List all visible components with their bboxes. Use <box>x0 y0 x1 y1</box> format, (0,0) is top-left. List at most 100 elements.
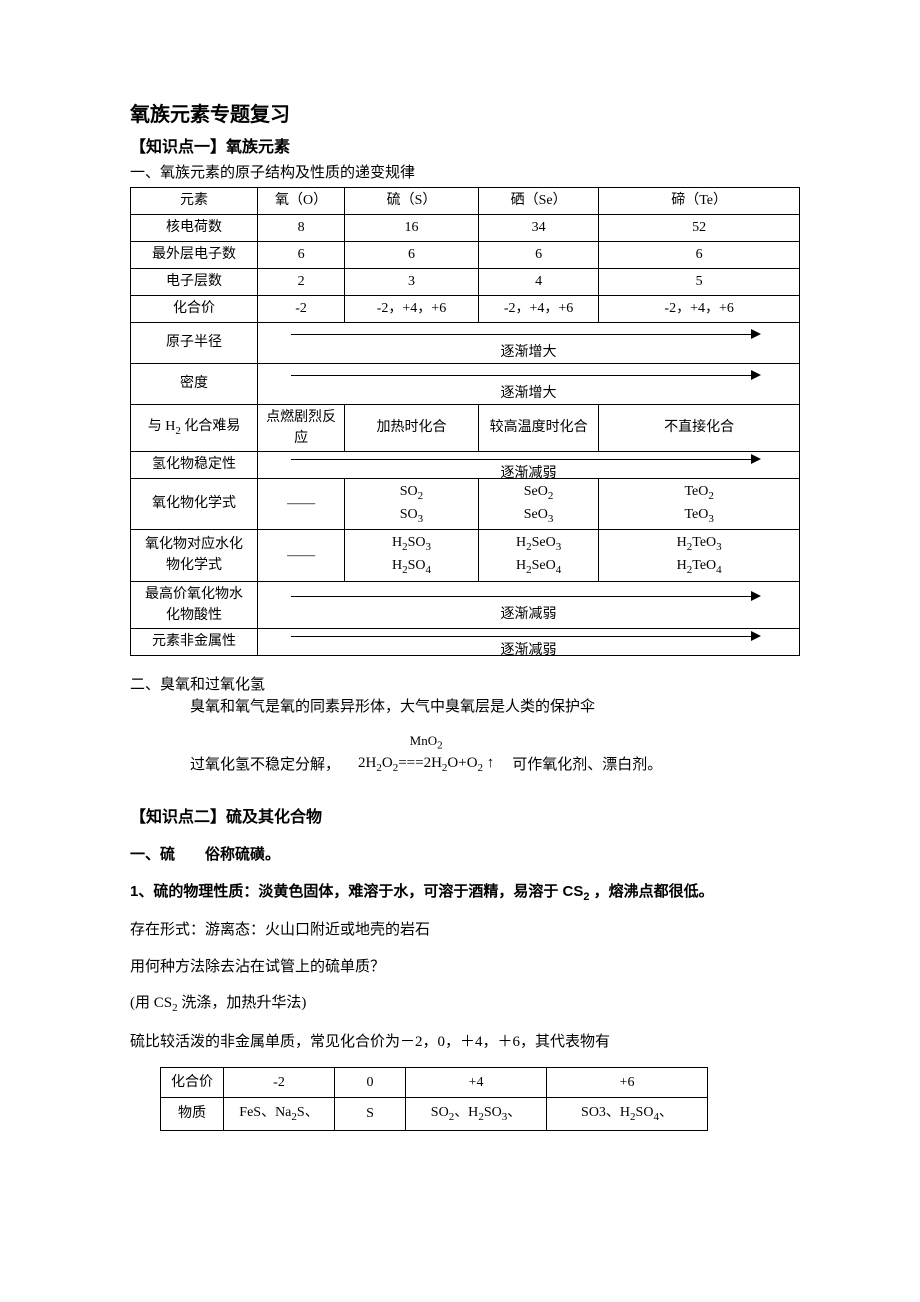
cell: 物质 <box>161 1098 224 1130</box>
cell: 4 <box>478 268 598 295</box>
trend-label: 逐渐减弱 <box>258 604 799 625</box>
trend-label: 逐渐减弱 <box>258 463 799 484</box>
trend-cell: 逐渐增大 <box>258 363 800 404</box>
trend-label: 逐渐增大 <box>258 342 799 363</box>
cell: H2SeO3H2SeO4 <box>478 530 598 582</box>
cell: 点燃剧烈反应 <box>258 404 345 451</box>
table-row: 密度 逐渐增大 <box>131 363 800 404</box>
arrow-head-icon <box>751 591 761 601</box>
cell: —— <box>258 478 345 530</box>
cell: 3 <box>345 268 479 295</box>
cell: -2，+4，+6 <box>478 295 598 322</box>
eq-left: 过氧化氢不稳定分解， <box>190 754 340 777</box>
cell: H2SO3H2SO4 <box>345 530 479 582</box>
arrow-line <box>291 596 756 597</box>
th-te: 碲（Te） <box>599 187 800 214</box>
cell: 化合价 <box>161 1068 224 1098</box>
cell: H2TeO3H2TeO4 <box>599 530 800 582</box>
table-row: 化合价 -2 0 +4 +6 <box>161 1068 708 1098</box>
arrow-head-icon <box>751 329 761 339</box>
table-row: 物质 FeS、Na2S、 S SO2、H2SO3、 SO3、H2SO4、 <box>161 1098 708 1130</box>
cell: 氧化物化学式 <box>131 478 258 530</box>
eq-main: 2H2O2===2H2O+O2 ↑ <box>358 752 494 777</box>
table-row: 核电荷数 8 16 34 52 <box>131 214 800 241</box>
cell: -2 <box>224 1068 335 1098</box>
cell: 核电荷数 <box>131 214 258 241</box>
cell: 6 <box>478 241 598 268</box>
cell: -2 <box>258 295 345 322</box>
cell: 化合价 <box>131 295 258 322</box>
cell: 最高价氧化物水化物酸性 <box>131 581 258 628</box>
trend-cell: 逐渐减弱 <box>258 581 800 628</box>
cell: 6 <box>599 241 800 268</box>
cell: SeO2SeO3 <box>478 478 598 530</box>
kp2-s2: 1、硫的物理性质：淡黄色固体，难溶于水，可溶于酒精，易溶于 CS2 ，熔沸点都很… <box>130 881 800 906</box>
cell: 元素非金属性 <box>131 628 258 655</box>
table-row: 氧化物对应水化物化学式 —— H2SO3H2SO4 H2SeO3H2SeO4 H… <box>131 530 800 582</box>
cell: +4 <box>406 1068 547 1098</box>
cell: SO3、H2SO4、 <box>547 1098 708 1130</box>
table-row: 化合价 -2 -2，+4，+6 -2，+4，+6 -2，+4，+6 <box>131 295 800 322</box>
cell: -2，+4，+6 <box>599 295 800 322</box>
cell: 加热时化合 <box>345 404 479 451</box>
cell: 不直接化合 <box>599 404 800 451</box>
kp2-s1: 一、硫 俗称硫磺。 <box>130 844 800 867</box>
trend-cell: 逐渐减弱 <box>258 628 800 655</box>
cell: 氧化物对应水化物化学式 <box>131 530 258 582</box>
page-title: 氧族元素专题复习 <box>130 100 800 130</box>
arrow-head-icon <box>751 370 761 380</box>
cell: 16 <box>345 214 479 241</box>
sec2-heading: 二、臭氧和过氧化氢 <box>130 674 800 697</box>
cell: 6 <box>258 241 345 268</box>
table-row: 与 H2 化合难易 点燃剧烈反应 加热时化合 较高温度时化合 不直接化合 <box>131 404 800 451</box>
cell: 2 <box>258 268 345 295</box>
cell: +6 <box>547 1068 708 1098</box>
valence-table: 化合价 -2 0 +4 +6 物质 FeS、Na2S、 S SO2、H2SO3、… <box>160 1067 708 1130</box>
th-element: 元素 <box>131 187 258 214</box>
cell: 8 <box>258 214 345 241</box>
cell: S <box>335 1098 406 1130</box>
kp2-s3: 存在形式：游离态：火山口附近或地壳的岩石 <box>130 919 800 942</box>
th-s: 硫（S） <box>345 187 479 214</box>
cell: 6 <box>345 241 479 268</box>
eq-right: 可作氧化剂、漂白剂。 <box>512 754 662 777</box>
arrow-line <box>291 636 756 637</box>
cell: 原子半径 <box>131 322 258 363</box>
table-row: 元素非金属性 逐渐减弱 <box>131 628 800 655</box>
kp1-sub1: 一、氧族元素的原子结构及性质的递变规律 <box>130 162 800 185</box>
kp2-s6: 硫比较活泼的非金属单质，常见化合价为－2，0，＋4，＋6，其代表物有 <box>130 1031 800 1054</box>
cell: 最外层电子数 <box>131 241 258 268</box>
sec2-p1: 臭氧和氧气是氧的同素异形体，大气中臭氧层是人类的保护伞 <box>130 696 800 719</box>
cell: -2，+4，+6 <box>345 295 479 322</box>
table-row: 最高价氧化物水化物酸性 逐渐减弱 <box>131 581 800 628</box>
kp1-heading: 【知识点一】氧族元素 <box>130 136 800 160</box>
cell: 34 <box>478 214 598 241</box>
cell: 5 <box>599 268 800 295</box>
trend-cell: 逐渐增大 <box>258 322 800 363</box>
kp2-s5: (用 CS2 洗涤，加热升华法) <box>130 992 800 1017</box>
cell: FeS、Na2S、 <box>224 1098 335 1130</box>
cell: TeO2TeO3 <box>599 478 800 530</box>
table-row: 原子半径 逐渐增大 <box>131 322 800 363</box>
cell: SO2、H2SO3、 <box>406 1098 547 1130</box>
cell: 氢化物稳定性 <box>131 451 258 478</box>
arrow-line <box>291 334 756 335</box>
th-o: 氧（O） <box>258 187 345 214</box>
table-row: 最外层电子数 6 6 6 6 <box>131 241 800 268</box>
cell: —— <box>258 530 345 582</box>
kp2-heading: 【知识点二】硫及其化合物 <box>130 806 800 830</box>
kp2-s4: 用何种方法除去沾在试管上的硫单质？ <box>130 956 800 979</box>
th-se: 硒（Se） <box>478 187 598 214</box>
elements-table: 元素 氧（O） 硫（S） 硒（Se） 碲（Te） 核电荷数 8 16 34 52… <box>130 187 800 656</box>
table-row: 氧化物化学式 —— SO2SO3 SeO2SeO3 TeO2TeO3 <box>131 478 800 530</box>
cell: 较高温度时化合 <box>478 404 598 451</box>
cell: 52 <box>599 214 800 241</box>
arrow-line <box>291 459 756 460</box>
cell: 密度 <box>131 363 258 404</box>
eq-catalyst: MnO2 <box>410 731 443 754</box>
cell: 与 H2 化合难易 <box>131 404 258 451</box>
trend-label: 逐渐减弱 <box>258 640 799 661</box>
table-row: 氢化物稳定性 逐渐减弱 <box>131 451 800 478</box>
cell: 电子层数 <box>131 268 258 295</box>
cell: SO2SO3 <box>345 478 479 530</box>
